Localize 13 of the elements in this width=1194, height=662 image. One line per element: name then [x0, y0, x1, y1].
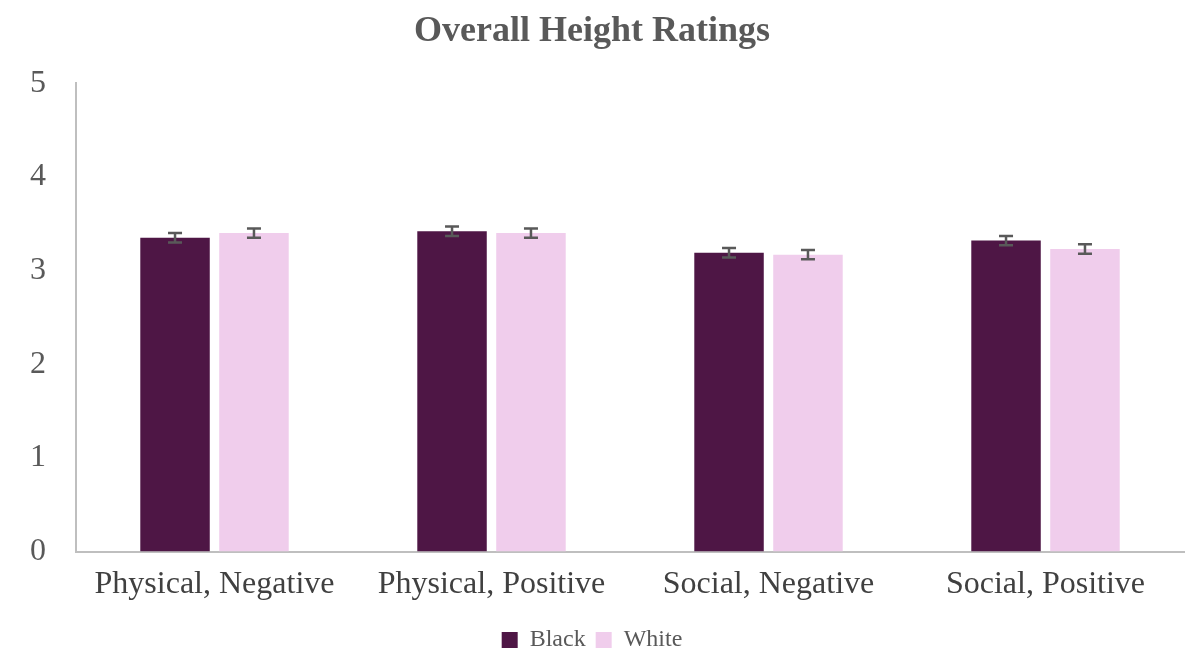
chart-title: Overall Height Ratings [414, 8, 770, 49]
x-tick-label: Social, Negative [662, 564, 875, 601]
legend-label: White [623, 625, 683, 652]
x-tick-label: Physical, Positive [377, 564, 606, 601]
x-tick-label: Physical, Negative [94, 564, 335, 601]
legend-label: Black [529, 625, 586, 652]
y-tick-label: 4 [30, 156, 46, 193]
x-tick-label: Social, Positive [945, 564, 1146, 601]
y-tick-label: 1 [30, 437, 46, 474]
y-tick-label: 5 [30, 62, 46, 99]
y-tick-label: 2 [30, 343, 46, 380]
y-tick-label: 3 [30, 249, 46, 286]
y-tick-label: 0 [30, 531, 46, 568]
